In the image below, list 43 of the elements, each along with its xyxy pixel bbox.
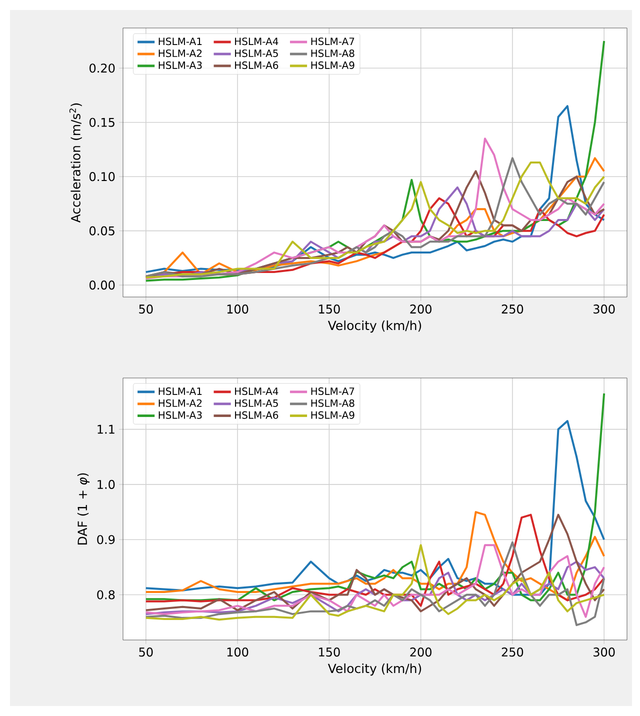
legend-label: HSLM-A7 <box>311 387 354 396</box>
x-tick-label: 250 <box>502 304 524 314</box>
x-tick-label: 300 <box>594 648 615 657</box>
legend-label: HSLM-A4 <box>235 387 278 396</box>
legend-label: HSLM-A2 <box>158 399 202 407</box>
y-axis-title: DAF (1 + φ) <box>77 473 90 545</box>
x-tick-label: 50 <box>139 648 153 657</box>
legend-label: HSLM-A6 <box>235 411 278 419</box>
y-tick-label: 0.8 <box>97 590 115 600</box>
y-axis-title: Acceleration (m/s$^{2}$) <box>69 103 82 223</box>
legend-label: HSLM-A3 <box>158 411 202 419</box>
x-tick-label: 150 <box>319 304 340 314</box>
y-tick-label: 1.0 <box>98 480 115 489</box>
y-tick-label: 0.15 <box>90 118 114 127</box>
legend-label: HSLM-A9 <box>311 411 354 419</box>
legend-label: HSLM-A4 <box>235 38 278 46</box>
y-tick-label: 0.05 <box>90 226 114 236</box>
legend-label: HSLM-A2 <box>158 49 202 58</box>
y-tick-label: 1.1 <box>98 424 114 434</box>
x-tick-label: 200 <box>410 304 432 314</box>
x-axis-title: Velocity (km/h) <box>328 663 422 676</box>
legend-label: HSLM-A9 <box>311 61 354 69</box>
y-tick-label: 0.00 <box>90 280 115 290</box>
x-tick-label: 250 <box>502 648 524 657</box>
x-tick-label: 200 <box>410 648 432 657</box>
legend-label: HSLM-A1 <box>158 38 202 46</box>
x-tick-label: 100 <box>227 648 248 657</box>
x-axis-title: Velocity (km/h) <box>328 320 422 333</box>
x-tick-label: 50 <box>139 304 153 314</box>
x-tick-label: 150 <box>319 648 340 657</box>
legend-label: HSLM-A3 <box>158 61 202 69</box>
y-tick-label: 0.9 <box>97 535 115 544</box>
legend-label: HSLM-A5 <box>235 399 278 407</box>
legend-label: HSLM-A7 <box>311 38 354 46</box>
y-tick-label: 0.20 <box>90 64 115 73</box>
legend-label: HSLM-A8 <box>311 49 354 58</box>
x-tick-label: 300 <box>594 304 615 314</box>
legend-label: HSLM-A5 <box>235 49 278 58</box>
legend-label: HSLM-A1 <box>158 387 202 396</box>
x-tick-label: 100 <box>227 304 248 314</box>
y-tick-label: 0.10 <box>90 172 115 182</box>
legend-label: HSLM-A6 <box>235 61 278 69</box>
legend-label: HSLM-A8 <box>311 399 354 407</box>
